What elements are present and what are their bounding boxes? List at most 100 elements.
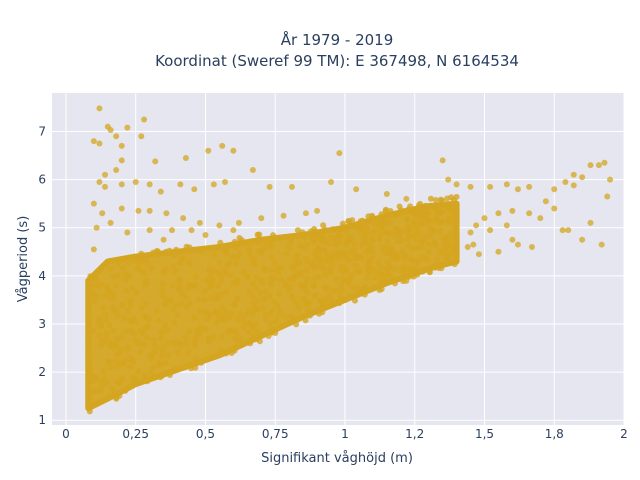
band-point	[211, 251, 218, 258]
band-point	[221, 267, 228, 274]
scatter-point	[562, 179, 569, 186]
band-point	[105, 393, 112, 400]
band-point	[183, 340, 190, 346]
scatter-point	[152, 158, 159, 165]
band-point	[231, 238, 238, 245]
band-point	[228, 350, 235, 356]
band-point	[326, 240, 333, 247]
band-point	[246, 288, 253, 295]
band-point	[245, 320, 252, 327]
scatter-point	[107, 127, 114, 134]
band-point	[378, 265, 384, 271]
band-point	[272, 318, 279, 325]
band-point	[447, 250, 453, 257]
band-point	[434, 208, 441, 215]
scatter-point	[202, 231, 209, 238]
band-point	[301, 234, 308, 241]
band-point	[402, 207, 409, 214]
band-point	[141, 270, 148, 277]
band-point	[310, 234, 317, 241]
band-point	[121, 314, 128, 321]
band-point	[432, 216, 439, 223]
band-point	[410, 273, 417, 280]
band-point	[233, 332, 240, 339]
band-point	[358, 223, 365, 230]
band-point	[255, 240, 262, 247]
band-point	[262, 311, 269, 318]
scatter-point	[314, 207, 321, 214]
band-point	[341, 249, 348, 256]
band-point	[440, 234, 447, 241]
band-point	[94, 281, 101, 288]
band-point	[204, 316, 211, 322]
band-point	[206, 284, 213, 291]
band-point	[345, 292, 352, 299]
band-point	[384, 237, 391, 244]
band-point	[401, 255, 408, 262]
scatter-point	[90, 138, 97, 145]
band-point	[198, 248, 205, 255]
band-point	[90, 327, 97, 334]
scatter-point	[464, 243, 471, 250]
band-point	[182, 334, 189, 341]
band-point	[132, 375, 139, 382]
band-point	[236, 235, 243, 241]
band-point	[340, 264, 347, 271]
band-point	[394, 238, 401, 245]
band-point	[97, 315, 104, 322]
band-point	[313, 247, 319, 254]
band-point	[312, 292, 319, 299]
band-point	[386, 230, 393, 237]
scatter-point	[509, 207, 516, 214]
band-point	[444, 195, 451, 202]
band-point	[423, 216, 430, 223]
band-point	[321, 265, 328, 272]
scatter-point	[258, 215, 265, 222]
band-point	[420, 254, 426, 260]
band-point	[152, 347, 159, 354]
band-point	[124, 307, 131, 314]
band-point	[345, 280, 352, 287]
band-point	[182, 294, 189, 301]
band-point	[113, 357, 120, 364]
band-point	[426, 268, 433, 275]
band-point	[267, 243, 274, 250]
band-point	[206, 338, 213, 345]
scatter-point	[177, 181, 184, 188]
band-point	[185, 362, 192, 368]
scatter-point	[113, 133, 120, 140]
scatter-point	[353, 186, 360, 193]
band-point	[385, 243, 392, 250]
band-point	[299, 229, 306, 236]
band-point	[106, 322, 113, 329]
band-point	[365, 213, 372, 220]
x-tick-label: 1,8	[545, 427, 564, 441]
band-point	[160, 280, 166, 287]
scatter-point	[509, 236, 516, 243]
band-point	[294, 227, 301, 234]
band-point	[312, 228, 318, 235]
scatter-point	[124, 124, 131, 131]
band-point	[204, 309, 211, 316]
band-point	[141, 281, 148, 288]
scatter-point	[453, 181, 460, 188]
band-point	[110, 328, 117, 334]
x-tick-label: 0,75	[262, 427, 289, 441]
band-point	[85, 307, 92, 314]
band-point	[283, 313, 290, 320]
band-point	[135, 263, 142, 270]
band-point	[138, 304, 145, 311]
scatter-point	[439, 157, 446, 164]
band-point	[148, 370, 155, 376]
band-point	[414, 257, 421, 264]
scatter-point	[537, 215, 544, 222]
band-point	[317, 297, 324, 304]
band-point	[93, 293, 100, 300]
band-point	[340, 225, 347, 232]
band-point	[377, 230, 384, 237]
band-point	[98, 281, 105, 288]
scatter-point	[99, 210, 106, 217]
scatter-point	[400, 263, 407, 270]
band-point	[122, 277, 129, 283]
band-point	[317, 247, 324, 254]
